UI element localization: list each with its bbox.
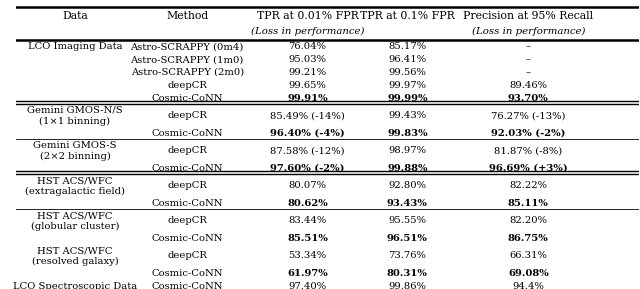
Text: 86.75%: 86.75% bbox=[508, 234, 548, 243]
Text: TPR at 0.01% FPR: TPR at 0.01% FPR bbox=[257, 11, 358, 21]
Text: deepCR: deepCR bbox=[167, 216, 207, 225]
Text: 99.97%: 99.97% bbox=[388, 81, 426, 90]
Text: deepCR: deepCR bbox=[167, 146, 207, 155]
Text: 96.40% (-4%): 96.40% (-4%) bbox=[270, 129, 345, 138]
Text: 69.08%: 69.08% bbox=[508, 269, 548, 278]
Text: –: – bbox=[526, 68, 531, 77]
Text: Cosmic-CoNN: Cosmic-CoNN bbox=[152, 282, 223, 289]
Text: deepCR: deepCR bbox=[167, 111, 207, 120]
Text: (Loss in performance): (Loss in performance) bbox=[251, 27, 364, 36]
Text: 92.80%: 92.80% bbox=[388, 181, 426, 190]
Text: 81.87% (-8%): 81.87% (-8%) bbox=[494, 146, 563, 155]
Text: deepCR: deepCR bbox=[167, 251, 207, 260]
Text: Astro-SCRAPPY (1m0): Astro-SCRAPPY (1m0) bbox=[131, 55, 244, 64]
Text: Cosmic-CoNN: Cosmic-CoNN bbox=[152, 269, 223, 278]
Text: 99.91%: 99.91% bbox=[287, 94, 328, 103]
Text: 53.34%: 53.34% bbox=[289, 251, 326, 260]
Text: 99.86%: 99.86% bbox=[388, 282, 426, 289]
Text: 99.43%: 99.43% bbox=[388, 111, 426, 120]
Text: LCO Spectroscopic Data: LCO Spectroscopic Data bbox=[13, 282, 137, 289]
Text: 83.44%: 83.44% bbox=[289, 216, 326, 225]
Text: 92.03% (-2%): 92.03% (-2%) bbox=[491, 129, 566, 138]
Text: 93.70%: 93.70% bbox=[508, 94, 548, 103]
Text: 85.11%: 85.11% bbox=[508, 199, 548, 208]
Text: 95.03%: 95.03% bbox=[289, 55, 326, 64]
Text: 76.04%: 76.04% bbox=[289, 42, 326, 51]
Text: Astro-SCRAPPY (2m0): Astro-SCRAPPY (2m0) bbox=[131, 68, 244, 77]
Text: HST ACS/WFC
(extragalactic field): HST ACS/WFC (extragalactic field) bbox=[25, 176, 125, 196]
Text: TPR at 0.1% FPR: TPR at 0.1% FPR bbox=[360, 11, 454, 21]
Text: 80.31%: 80.31% bbox=[387, 269, 428, 278]
Text: 80.07%: 80.07% bbox=[289, 181, 326, 190]
Text: 96.41%: 96.41% bbox=[388, 55, 426, 64]
Text: 85.51%: 85.51% bbox=[287, 234, 328, 243]
Text: deepCR: deepCR bbox=[167, 81, 207, 90]
Text: 97.40%: 97.40% bbox=[289, 282, 326, 289]
Text: 89.46%: 89.46% bbox=[509, 81, 547, 90]
Text: 94.4%: 94.4% bbox=[513, 282, 544, 289]
Text: –: – bbox=[526, 42, 531, 51]
Text: 99.65%: 99.65% bbox=[289, 81, 326, 90]
Text: Cosmic-CoNN: Cosmic-CoNN bbox=[152, 129, 223, 138]
Text: deepCR: deepCR bbox=[167, 181, 207, 190]
Text: 87.58% (-12%): 87.58% (-12%) bbox=[270, 146, 345, 155]
Text: 95.55%: 95.55% bbox=[388, 216, 426, 225]
Text: Astro-SCRAPPY (0m4): Astro-SCRAPPY (0m4) bbox=[131, 42, 244, 51]
Text: 76.27% (-13%): 76.27% (-13%) bbox=[491, 111, 566, 120]
Text: 82.22%: 82.22% bbox=[509, 181, 547, 190]
Text: 61.97%: 61.97% bbox=[287, 269, 328, 278]
Text: 73.76%: 73.76% bbox=[388, 251, 426, 260]
Text: 96.69% (+3%): 96.69% (+3%) bbox=[489, 164, 568, 173]
Text: 97.60% (-2%): 97.60% (-2%) bbox=[270, 164, 345, 173]
Text: Gemini GMOS-S
(2×2 binning): Gemini GMOS-S (2×2 binning) bbox=[33, 141, 116, 161]
Text: 99.83%: 99.83% bbox=[387, 129, 428, 138]
Text: 99.88%: 99.88% bbox=[387, 164, 428, 173]
Text: 66.31%: 66.31% bbox=[509, 251, 547, 260]
Text: Method: Method bbox=[166, 11, 208, 21]
Text: HST ACS/WFC
(globular cluster): HST ACS/WFC (globular cluster) bbox=[31, 211, 119, 231]
Text: LCO Imaging Data: LCO Imaging Data bbox=[28, 42, 122, 51]
Text: Data: Data bbox=[62, 11, 88, 21]
Text: 80.62%: 80.62% bbox=[287, 199, 328, 208]
Text: 85.17%: 85.17% bbox=[388, 42, 426, 51]
Text: 85.49% (-14%): 85.49% (-14%) bbox=[270, 111, 345, 120]
Text: Cosmic-CoNN: Cosmic-CoNN bbox=[152, 199, 223, 208]
Text: Cosmic-CoNN: Cosmic-CoNN bbox=[152, 94, 223, 103]
Text: 96.51%: 96.51% bbox=[387, 234, 428, 243]
Text: Cosmic-CoNN: Cosmic-CoNN bbox=[152, 164, 223, 173]
Text: Precision at 95% Recall: Precision at 95% Recall bbox=[463, 11, 593, 21]
Text: 98.97%: 98.97% bbox=[388, 146, 426, 155]
Text: HST ACS/WFC
(resolved galaxy): HST ACS/WFC (resolved galaxy) bbox=[31, 246, 118, 266]
Text: 82.20%: 82.20% bbox=[509, 216, 547, 225]
Text: 99.56%: 99.56% bbox=[388, 68, 426, 77]
Text: Cosmic-CoNN: Cosmic-CoNN bbox=[152, 234, 223, 243]
Text: Gemini GMOS-N/S
(1×1 binning): Gemini GMOS-N/S (1×1 binning) bbox=[27, 106, 123, 125]
Text: 93.43%: 93.43% bbox=[387, 199, 428, 208]
Text: –: – bbox=[526, 55, 531, 64]
Text: 99.21%: 99.21% bbox=[289, 68, 326, 77]
Text: (Loss in performance): (Loss in performance) bbox=[472, 27, 585, 36]
Text: 99.99%: 99.99% bbox=[387, 94, 428, 103]
